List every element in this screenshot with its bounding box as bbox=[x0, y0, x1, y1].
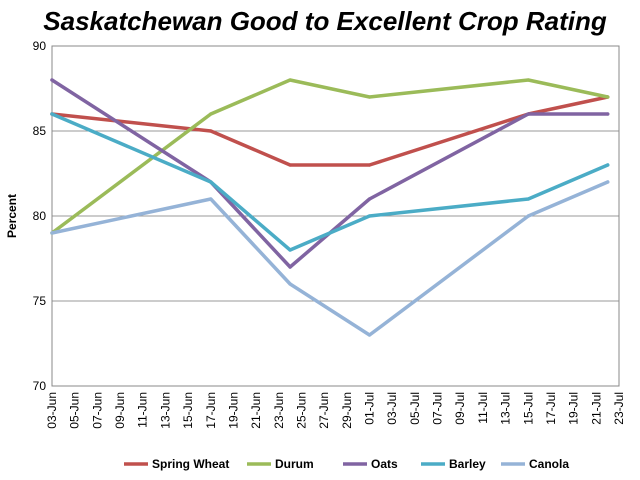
series-line-durum bbox=[50, 78, 610, 235]
data-point-canola bbox=[209, 197, 213, 201]
y-axis: 70 75 80 85 90 bbox=[33, 39, 47, 393]
x-tick-label: 01-Jul bbox=[363, 392, 377, 425]
data-point-durum bbox=[367, 95, 372, 99]
data-point-durum bbox=[209, 112, 213, 116]
data-point-oats bbox=[606, 112, 610, 116]
x-tick-label: 23-Jun bbox=[272, 392, 286, 429]
x-tick-label: 03-Jun bbox=[45, 392, 59, 429]
data-point-durum bbox=[288, 78, 292, 82]
data-point-barley bbox=[288, 248, 292, 252]
data-point-durum bbox=[606, 95, 610, 99]
y-tick-label: 90 bbox=[33, 39, 47, 53]
x-tick-label: 17-Jul bbox=[544, 392, 558, 425]
series-line-oats bbox=[50, 78, 610, 269]
legend-label-spring-wheat: Spring Wheat bbox=[152, 457, 229, 471]
legend-label-durum: Durum bbox=[275, 457, 314, 471]
legend-label-oats: Oats bbox=[371, 457, 398, 471]
x-tick-label: 29-Jun bbox=[340, 392, 354, 429]
data-point-spring-wheat bbox=[367, 163, 372, 167]
x-tick-label: 19-Jun bbox=[226, 392, 240, 429]
x-tick-label: 23-Jul bbox=[612, 392, 626, 425]
data-point-oats bbox=[526, 112, 530, 116]
y-tick-label: 85 bbox=[33, 124, 47, 138]
data-point-barley bbox=[50, 112, 54, 116]
plot-frame bbox=[51, 45, 620, 387]
x-tick-label: 19-Jul bbox=[567, 392, 581, 425]
y-tick-label: 70 bbox=[33, 379, 47, 393]
data-point-canola bbox=[606, 180, 610, 184]
y-tick-label: 75 bbox=[33, 294, 47, 308]
x-tick-label: 11-Jul bbox=[476, 392, 490, 424]
series-group bbox=[50, 78, 610, 337]
x-tick-label: 09-Jun bbox=[113, 392, 127, 429]
x-tick-label: 21-Jul bbox=[589, 392, 603, 425]
legend-label-canola: Canola bbox=[529, 457, 569, 471]
x-tick-label: 27-Jun bbox=[317, 392, 331, 429]
data-point-barley bbox=[606, 163, 610, 167]
grid bbox=[52, 130, 619, 302]
chart-title: Saskatchewan Good to Excellent Crop Rati… bbox=[43, 6, 607, 36]
x-tick-label: 07-Jun bbox=[90, 392, 104, 429]
data-point-canola bbox=[526, 214, 530, 218]
data-point-barley bbox=[209, 180, 213, 184]
x-tick-label: 07-Jul bbox=[431, 392, 445, 425]
x-tick-label: 17-Jun bbox=[204, 392, 218, 429]
data-point-oats bbox=[367, 197, 372, 201]
data-point-barley bbox=[367, 214, 372, 218]
data-point-durum bbox=[526, 78, 530, 82]
x-tick-label: 25-Jun bbox=[294, 392, 308, 429]
data-point-barley bbox=[526, 197, 530, 201]
data-point-oats bbox=[50, 78, 54, 82]
data-point-canola bbox=[288, 282, 292, 286]
x-tick-label: 13-Jul bbox=[499, 392, 513, 425]
data-point-spring-wheat bbox=[209, 129, 213, 133]
x-tick-label: 21-Jun bbox=[249, 392, 263, 429]
data-point-canola bbox=[50, 231, 54, 235]
x-tick-label: 05-Jun bbox=[68, 392, 82, 429]
data-point-canola bbox=[367, 333, 372, 337]
x-tick-label: 11-Jun bbox=[136, 392, 150, 428]
series-line-spring-wheat bbox=[50, 95, 610, 167]
x-tick-label: 15-Jul bbox=[521, 392, 535, 425]
x-tick-label: 03-Jul bbox=[385, 392, 399, 425]
x-tick-label: 15-Jun bbox=[181, 392, 195, 429]
data-point-oats bbox=[288, 265, 292, 269]
legend: Spring Wheat Durum Oats Barley Canola bbox=[124, 457, 569, 471]
y-axis-label: Percent bbox=[5, 194, 19, 238]
data-point-spring-wheat bbox=[288, 163, 292, 167]
x-axis: 03-Jun 05-Jun 07-Jun 09-Jun 11-Jun 13-Jun 15-J… bbox=[45, 392, 626, 429]
series-line-barley bbox=[50, 112, 610, 252]
series-line-canola bbox=[50, 180, 610, 337]
x-tick-label: 13-Jun bbox=[158, 392, 172, 429]
x-tick-label: 09-Jul bbox=[453, 392, 467, 425]
x-tick-label: 05-Jul bbox=[408, 392, 422, 425]
legend-label-barley: Barley bbox=[449, 457, 486, 471]
y-tick-label: 80 bbox=[33, 209, 47, 223]
